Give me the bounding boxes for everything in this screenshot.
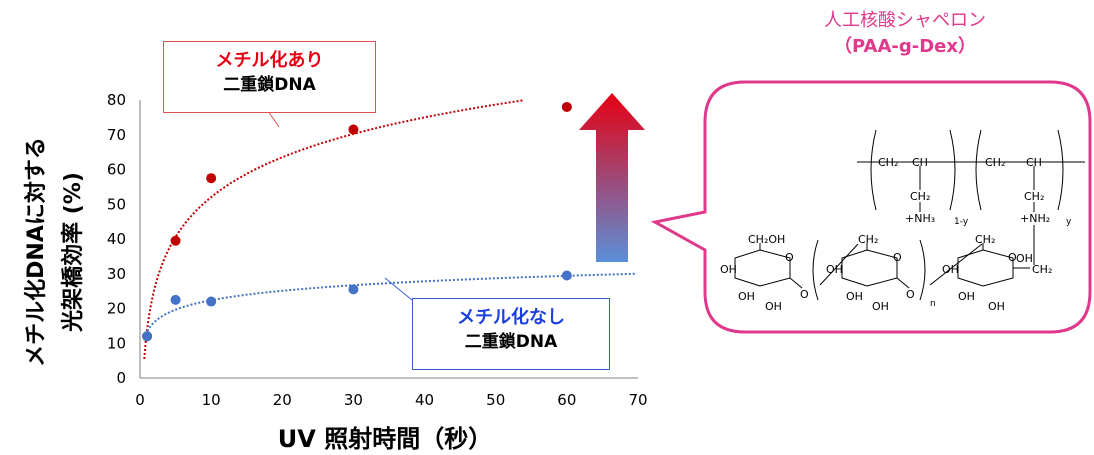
y-tick-label: 70 [107,126,126,144]
y-tick-label: 50 [107,195,126,213]
data-point-methylated [348,124,359,135]
chaperone-subtitle: （PAA-g-Dex） [834,36,976,57]
data-point-unmethylated [142,331,153,342]
y-tick-label: 10 [107,334,126,352]
chart-axes [139,100,638,379]
x-tick-label: 40 [415,391,434,409]
methylated-label-box: メチル化あり 二重鎖DNA [163,41,376,113]
trendline-methylated [143,99,524,359]
red-label-connector [267,110,280,128]
x-tick-label: 30 [344,391,363,409]
up-arrow [579,93,645,262]
x-tick-label: 60 [557,391,576,409]
blue-label-connector [384,277,413,301]
x-tick-label: 20 [273,391,292,409]
data-points [142,101,572,342]
chaperone-title-block: 人工核酸シャペロン （PAA-g-Dex） [780,8,1030,60]
y-tick-label: 40 [107,230,126,248]
data-point-unmethylated [348,284,359,295]
data-point-methylated [170,235,181,246]
y-tick-label: 60 [107,161,126,179]
data-point-unmethylated [561,270,572,281]
data-point-unmethylated [170,294,181,305]
y-tick-label: 0 [116,369,126,387]
x-tick-label: 50 [486,391,505,409]
x-tick-label: 10 [202,391,221,409]
data-point-methylated [206,173,217,184]
y-axis-label-line1: メチル化DNAに対する [23,137,49,367]
y-tick-label: 80 [107,91,126,109]
y-tick-label: 20 [107,300,126,318]
y-tick-labels: 0 10 20 30 40 50 60 70 80 [107,91,126,387]
unmethylated-dna-label: 二重鎖DNA [464,332,558,352]
data-point-methylated [561,101,572,112]
x-tick-label: 70 [628,391,647,409]
unmethylated-label: メチル化なし [457,307,565,328]
x-axis-label: UV 照射時間（秒） [278,425,492,453]
unmethylated-label-box: メチル化なし 二重鎖DNA [412,298,610,370]
methylated-label: メチル化あり [215,50,324,71]
x-tick-label: 0 [135,391,145,409]
x-tick-labels: 0 10 20 30 40 50 60 70 [135,391,647,409]
y-axis-label-line2: 光架橋効率 (%) [60,172,86,333]
methylated-dna-label: 二重鎖DNA [223,75,316,95]
chaperone-title: 人工核酸シャペロン [824,10,986,31]
y-tick-label: 30 [107,265,126,283]
data-point-unmethylated [206,296,217,307]
